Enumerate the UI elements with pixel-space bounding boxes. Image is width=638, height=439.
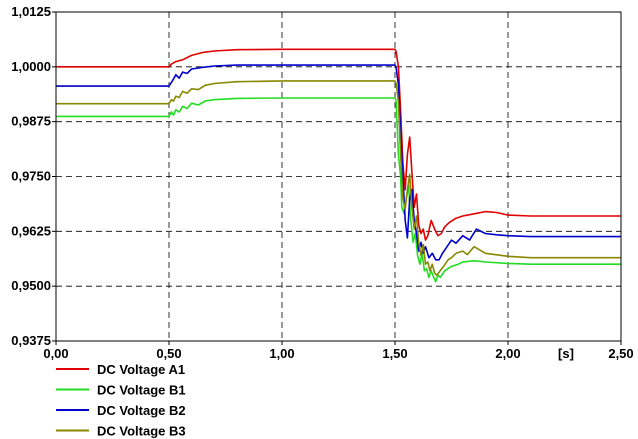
x-axis-unit-label: [s] — [558, 346, 574, 361]
y-tick-label: 1,0125 — [11, 4, 51, 19]
legend: DC Voltage A1 DC Voltage B1 DC Voltage B2 D… — [56, 362, 186, 439]
legend-label-2: DC Voltage B1 — [97, 383, 186, 398]
x-tick-label: 1,50 — [382, 346, 407, 361]
y-tick-label: 1,0000 — [11, 59, 51, 74]
series-lines — [56, 48, 621, 283]
legend-label-1: DC Voltage A1 — [97, 362, 185, 377]
y-tick-label: 0,9875 — [11, 114, 51, 129]
series-line-3 — [56, 64, 621, 261]
x-tick-label: 1,00 — [269, 346, 294, 361]
y-tick-label: 0,9375 — [11, 333, 51, 348]
legend-label-3: DC Voltage B2 — [97, 403, 186, 418]
x-tick-label: 0,00 — [43, 346, 68, 361]
series-line-1 — [56, 48, 621, 241]
x-tick-label: 0,50 — [156, 346, 181, 361]
y-tick-label: 0,9625 — [11, 223, 51, 238]
y-tick-label: 0,9750 — [11, 169, 51, 184]
series-line-4 — [56, 80, 621, 276]
x-tick-label: 2,00 — [495, 346, 520, 361]
y-axis-ticks: 0,9375 0,9500 0,9625 0,9750 0,9875 1,0000 1,01… — [11, 4, 56, 348]
x-tick-label: 2,50 — [608, 346, 633, 361]
x-axis-ticks: 0,00 0,50 1,00 1,50 2,00 2,50 — [43, 341, 634, 361]
y-tick-label: 0,9500 — [11, 278, 51, 293]
series-line-2 — [56, 97, 621, 283]
legend-label-4: DC Voltage B3 — [97, 424, 186, 439]
